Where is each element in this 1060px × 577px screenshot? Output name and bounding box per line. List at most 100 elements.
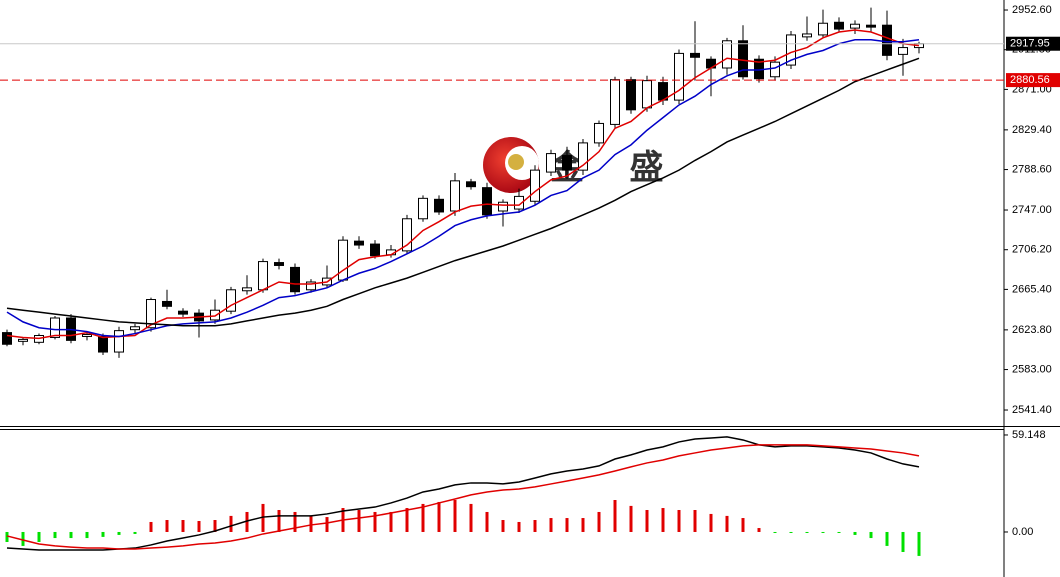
y-tick-label: 2623.80	[1012, 324, 1052, 336]
histogram-bar	[821, 531, 825, 533]
candle-body	[786, 34, 796, 66]
histogram-bar	[757, 528, 761, 532]
y-tick-label: 2541.40	[1012, 404, 1052, 416]
candle-body	[546, 153, 556, 173]
histogram-bar	[597, 511, 601, 532]
histogram-bar	[741, 518, 745, 532]
histogram-bar	[229, 515, 233, 532]
candle-body	[642, 80, 652, 109]
indicator-line	[6, 57, 920, 327]
price-label: 2917.95	[1010, 38, 1050, 50]
candle-body	[834, 21, 844, 30]
histogram-bar	[5, 531, 9, 542]
indicator-line	[6, 29, 920, 340]
candle-body	[290, 266, 300, 293]
histogram-bar	[69, 531, 73, 539]
candle-body	[130, 326, 140, 331]
histogram-bar	[101, 531, 105, 537]
histogram-bar	[405, 508, 409, 532]
candle-body	[18, 338, 28, 342]
price-label-box	[1006, 36, 1060, 51]
histogram-bar	[853, 531, 857, 535]
histogram-bar	[805, 531, 809, 533]
histogram-bar	[213, 520, 217, 532]
logo-coin	[508, 154, 524, 170]
histogram-bar	[565, 518, 569, 532]
histogram-bar	[149, 521, 153, 532]
candle-body	[818, 22, 828, 36]
histogram-bar	[533, 520, 537, 532]
histogram-bar	[37, 531, 41, 542]
histogram-bar	[917, 531, 921, 556]
candle-body	[610, 79, 620, 125]
histogram-bar	[837, 531, 841, 533]
histogram-bar	[309, 515, 313, 532]
candle-body	[338, 239, 348, 281]
indicator-line	[6, 436, 920, 551]
histogram-bar	[197, 520, 201, 532]
price-label-box	[1006, 73, 1060, 88]
histogram-bar	[165, 520, 169, 532]
candle-body	[2, 332, 12, 345]
y-tick-label: 0.00	[1012, 526, 1033, 538]
histogram-bar	[277, 510, 281, 532]
candle-body	[162, 300, 172, 307]
candle-body	[850, 23, 860, 29]
candle-body	[434, 198, 444, 213]
candle-body	[370, 243, 380, 257]
indicator-line	[6, 444, 920, 550]
y-tick-label: 2788.60	[1012, 163, 1052, 175]
histogram-bar	[661, 508, 665, 532]
histogram-bar	[437, 501, 441, 532]
candle-body	[258, 261, 268, 291]
histogram-bar	[677, 510, 681, 532]
candle-body	[626, 79, 636, 111]
histogram-bar	[469, 503, 473, 532]
candle-body	[210, 309, 220, 321]
histogram-bar	[613, 500, 617, 532]
histogram-bar	[421, 503, 425, 532]
histogram-bar	[85, 531, 89, 539]
candle-body	[466, 181, 476, 188]
candle-body	[882, 24, 892, 56]
histogram-bar	[869, 531, 873, 539]
candle-body	[242, 287, 252, 292]
indicator-line	[6, 39, 920, 338]
histogram-bar	[885, 531, 889, 546]
price-label: 2880.56	[1010, 74, 1050, 86]
histogram-bar	[21, 531, 25, 546]
candle-body	[674, 52, 684, 101]
candle-body	[802, 33, 812, 38]
histogram-bar	[373, 511, 377, 532]
histogram-bar	[773, 531, 777, 533]
candle-body	[114, 330, 124, 353]
histogram-bar	[581, 518, 585, 532]
candle-body	[82, 334, 92, 337]
candle-body	[450, 180, 460, 212]
candle-body	[530, 169, 540, 202]
candle-body	[722, 40, 732, 69]
candle-body	[402, 218, 412, 252]
histogram-bar	[725, 515, 729, 532]
candle-body	[562, 155, 572, 171]
histogram-bar	[245, 511, 249, 532]
candle-body	[306, 281, 316, 291]
candle-body	[498, 201, 508, 212]
histogram-bar	[485, 511, 489, 532]
histogram-bar	[901, 531, 905, 552]
y-tick-label: 2583.00	[1012, 363, 1052, 375]
histogram-bar	[325, 517, 329, 532]
candle-body	[146, 299, 156, 329]
candle-body	[50, 317, 60, 338]
candle-body	[178, 310, 188, 315]
candle-body	[354, 240, 364, 246]
y-tick-label: 2952.60	[1012, 4, 1052, 16]
histogram-bar	[181, 520, 185, 532]
candle-body	[866, 24, 876, 28]
histogram-bar	[645, 510, 649, 532]
y-tick-label: 2665.40	[1012, 283, 1052, 295]
candle-body	[274, 262, 284, 266]
histogram-bar	[709, 513, 713, 532]
candle-body	[738, 40, 748, 78]
